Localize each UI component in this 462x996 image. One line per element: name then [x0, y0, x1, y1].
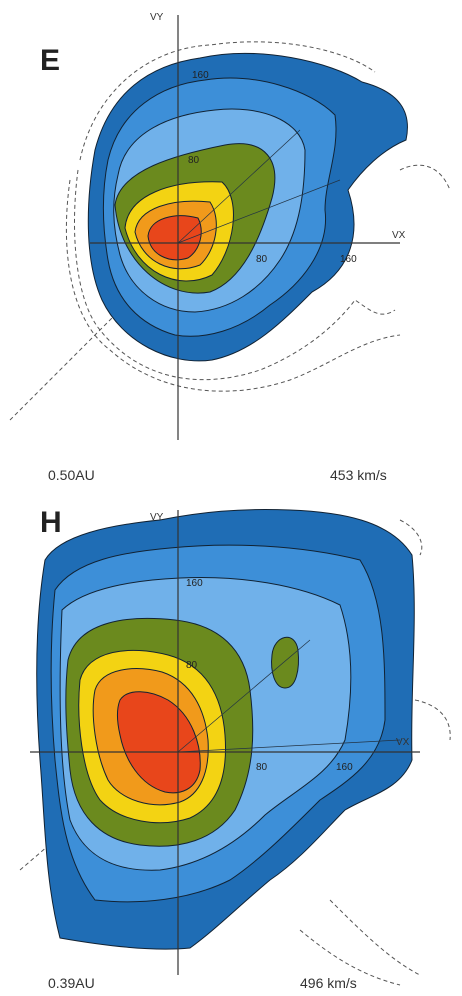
guide-line — [177, 129, 341, 244]
speed: 453 km/s — [330, 467, 387, 483]
dashed-contour — [73, 41, 396, 381]
axis-label: VY — [150, 12, 164, 23]
contour-label: 80 — [256, 762, 268, 773]
contour-label: 160 — [340, 254, 357, 265]
axis-label: VY — [150, 512, 164, 523]
dashed-contour — [329, 519, 451, 976]
contour-fill — [147, 215, 202, 261]
contour-fill — [116, 691, 201, 794]
speed: 496 km/s — [300, 975, 357, 991]
guide-line — [177, 639, 401, 753]
dashed-contour — [65, 179, 401, 392]
panel-h: H VY VX 160 80 80 160 0.39AU 496 km/s — [19, 506, 451, 991]
panel-label: H — [40, 506, 62, 539]
contour-label: 160 — [186, 578, 203, 589]
contour-label: 80 — [256, 254, 268, 265]
contour-fill — [271, 637, 299, 689]
distance: 0.50AU — [48, 467, 95, 483]
distance: 0.39AU — [48, 975, 95, 991]
contour-label: 160 — [192, 70, 209, 81]
panel-label: E — [40, 44, 60, 77]
axis-label: VX — [396, 737, 410, 748]
dashed-line — [19, 809, 401, 986]
contour-label: 80 — [186, 660, 198, 671]
dashed-line — [9, 164, 451, 421]
panel-e: E VY VX 160 80 80 160 0.50AU 453 km/s — [9, 12, 451, 483]
contour-label: 80 — [188, 155, 200, 166]
contour-label: 160 — [336, 762, 353, 773]
axis-label: VX — [392, 230, 406, 241]
